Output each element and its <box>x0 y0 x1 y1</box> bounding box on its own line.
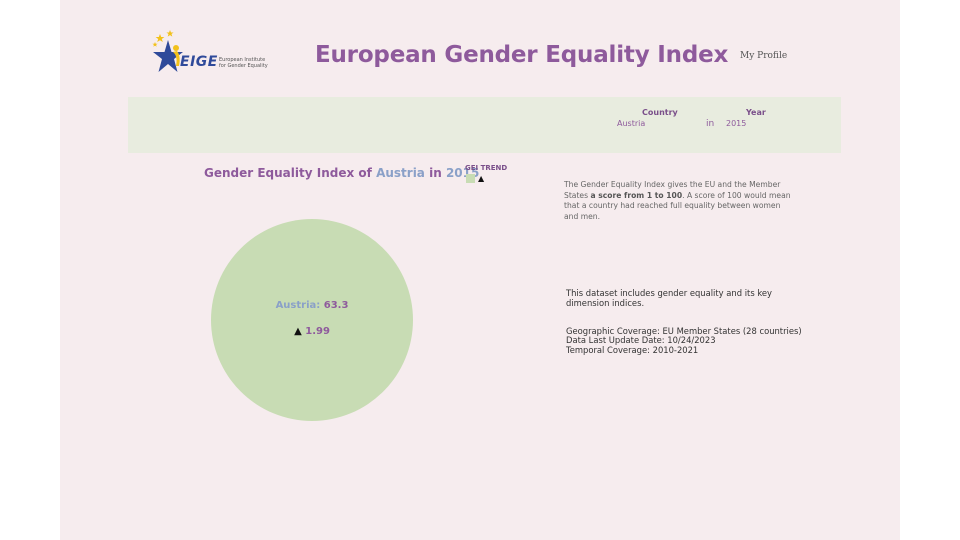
eige-logo: EIGE European Institute for Gender Equal… <box>152 28 272 76</box>
dataset-info: This dataset includes gender equality an… <box>566 288 802 356</box>
gei-score-circle[interactable]: Austria: 63.3 ▲ 1.99 <box>211 219 413 421</box>
legend-swatch[interactable] <box>466 174 475 183</box>
geographic-coverage: Geographic Coverage: EU Member States (2… <box>566 325 802 336</box>
index-description: The Gender Equality Index gives the EU a… <box>564 180 792 222</box>
country-filter-label: Country <box>642 108 678 117</box>
year-filter-select[interactable]: 2015 <box>726 119 747 128</box>
logo-subtitle-line2: for Gender Equality <box>219 63 268 69</box>
trend-up-arrow-icon: ▲ <box>294 326 302 337</box>
logo-wordmark: EIGE <box>180 54 218 70</box>
legend-up-arrow-icon[interactable]: ▲ <box>478 174 485 183</box>
filter-bar: Country Austria in Year 2015 <box>128 97 841 153</box>
chart-title-in: in <box>429 166 442 180</box>
description-bold: a score from 1 to 100 <box>590 190 683 200</box>
chart-title: Gender Equality Index of Austria in 2015 <box>204 166 479 180</box>
last-update-date: Data Last Update Date: 10/24/2023 <box>566 335 716 346</box>
page-title: European Gender Equality Index <box>315 42 729 68</box>
circle-score-value: 63.3 <box>323 300 349 311</box>
legend-title: GEI TREND <box>465 164 508 172</box>
circle-country-label: Austria: <box>275 300 321 311</box>
my-profile-link[interactable]: My Profile <box>740 51 788 61</box>
filter-connector-text: in <box>706 119 715 129</box>
dashboard-canvas: EIGE European Institute for Gender Equal… <box>60 0 900 540</box>
eige-star-icon <box>152 30 183 72</box>
chart-title-country: Austria <box>376 166 425 180</box>
chart-title-prefix: Gender Equality Index of <box>204 166 372 180</box>
year-filter-label: Year <box>746 108 766 117</box>
trend-value: 1.99 <box>305 326 330 337</box>
country-filter-select[interactable]: Austria <box>617 119 646 128</box>
description-part2: . A score of 100 would mean that a count… <box>564 190 791 221</box>
dataset-intro: This dataset includes gender equality an… <box>566 288 773 308</box>
circle-trend-line: ▲ 1.99 <box>211 326 413 337</box>
description-part1: The Gender Equality Index gives the EU a… <box>564 180 781 200</box>
logo-subtitle-line1: European Institute <box>219 57 266 63</box>
circle-score-line: Austria: 63.3 <box>211 300 413 311</box>
temporal-coverage: Temporal Coverage: 2010-2021 <box>566 345 699 356</box>
